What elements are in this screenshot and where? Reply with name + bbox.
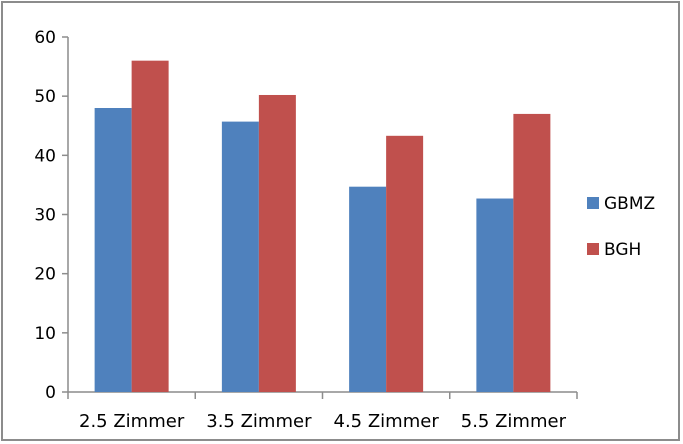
bar-gbmz-2: [221, 121, 259, 392]
x-axis: 2.5 Zimmer 3.5 Zimmer 4.5 Zimmer 5.5 Zimmer: [67, 391, 578, 432]
legend-swatch-gbmz: [587, 197, 599, 209]
bar-bgh-4: [513, 113, 551, 393]
bar-bgh-3: [386, 135, 424, 392]
x-category-label: 3.5 Zimmer: [206, 411, 312, 432]
y-tick-label: 60: [34, 28, 56, 48]
bar-gbmz-4: [476, 198, 514, 392]
bar-gbmz-3: [349, 186, 387, 392]
y-tick-label: 10: [34, 324, 56, 344]
y-tick-label: 20: [34, 265, 56, 285]
bar-bgh-2: [258, 94, 296, 392]
x-category-label: 5.5 Zimmer: [461, 411, 567, 432]
y-tick-label: 40: [34, 146, 56, 166]
bars: [94, 60, 551, 393]
y-tick-label: 0: [45, 383, 56, 403]
y-tick-label: 30: [34, 206, 56, 226]
legend: GBMZ BGH: [587, 194, 655, 260]
y-axis: 0 10 20 30 40 50 60: [34, 28, 69, 403]
bar-bgh-1: [131, 60, 169, 393]
legend-swatch-bgh: [587, 243, 599, 255]
x-category-label: 4.5 Zimmer: [334, 411, 440, 432]
y-tick-label: 50: [34, 87, 56, 107]
legend-label-bgh: BGH: [604, 240, 641, 260]
bar-gbmz-1: [94, 108, 132, 392]
x-category-label: 2.5 Zimmer: [79, 411, 185, 432]
legend-label-gbmz: GBMZ: [604, 194, 655, 214]
